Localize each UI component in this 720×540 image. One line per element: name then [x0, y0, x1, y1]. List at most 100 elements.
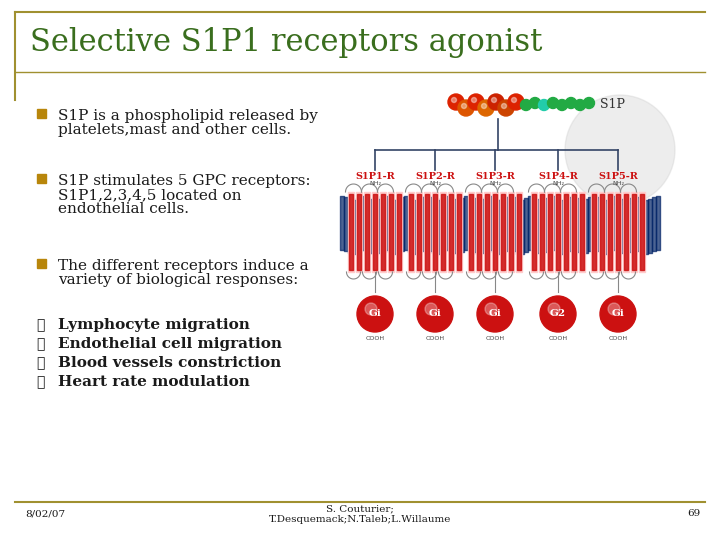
Bar: [380, 192, 386, 272]
Bar: [639, 192, 645, 272]
Text: COOH: COOH: [366, 336, 384, 341]
Bar: [508, 194, 513, 270]
Bar: [591, 192, 597, 272]
Bar: [563, 192, 569, 272]
Text: The different receptors induce a: The different receptors induce a: [58, 259, 309, 273]
Text: NH₂: NH₂: [429, 181, 441, 186]
Text: S1P2-R: S1P2-R: [415, 172, 455, 181]
Bar: [356, 192, 362, 272]
Bar: [616, 194, 619, 270]
Bar: [484, 192, 490, 272]
Text: 8/02/07: 8/02/07: [25, 510, 65, 518]
Bar: [539, 194, 544, 270]
Bar: [433, 194, 436, 270]
Text: Heart rate modulation: Heart rate modulation: [58, 375, 250, 389]
Circle shape: [565, 95, 675, 205]
Circle shape: [425, 303, 437, 315]
Text: ✓: ✓: [36, 318, 45, 332]
Circle shape: [488, 94, 504, 110]
Circle shape: [472, 98, 477, 103]
Bar: [556, 194, 559, 270]
Bar: [607, 192, 613, 272]
Text: NH₂: NH₂: [612, 181, 624, 186]
Text: endothelial cells.: endothelial cells.: [58, 202, 189, 216]
Text: ✓: ✓: [36, 356, 45, 370]
Bar: [600, 194, 603, 270]
Text: S. Couturier;: S. Couturier;: [326, 504, 394, 514]
Text: S1P1-R: S1P1-R: [355, 172, 395, 181]
Bar: [592, 194, 595, 270]
Text: variety of biological responses:: variety of biological responses:: [58, 273, 298, 287]
Text: NH₂: NH₂: [369, 181, 381, 186]
Circle shape: [482, 104, 487, 109]
Text: 69: 69: [687, 510, 700, 518]
Bar: [424, 192, 430, 272]
Text: Blood vessels constriction: Blood vessels constriction: [58, 356, 282, 370]
Text: platelets,mast and other cells.: platelets,mast and other cells.: [58, 123, 291, 137]
Text: Endothelial cell migration: Endothelial cell migration: [58, 337, 282, 351]
Bar: [397, 194, 400, 270]
Text: S1P4-R: S1P4-R: [538, 172, 578, 181]
Text: Gi: Gi: [611, 309, 624, 319]
Bar: [579, 192, 585, 272]
Bar: [37, 109, 46, 118]
Bar: [425, 194, 428, 270]
Bar: [389, 194, 392, 270]
Bar: [456, 192, 462, 272]
Bar: [531, 194, 536, 270]
Bar: [356, 194, 361, 270]
Bar: [492, 194, 497, 270]
Bar: [416, 192, 422, 272]
Text: S1P is a phospholipid released by: S1P is a phospholipid released by: [58, 109, 318, 123]
Circle shape: [468, 94, 484, 110]
Bar: [615, 192, 621, 272]
Bar: [348, 194, 353, 270]
Circle shape: [557, 99, 567, 111]
Bar: [500, 194, 505, 270]
Bar: [547, 194, 552, 270]
Text: ✓: ✓: [36, 375, 45, 389]
Bar: [631, 192, 637, 272]
Bar: [372, 192, 378, 272]
Bar: [440, 192, 446, 272]
Bar: [608, 194, 611, 270]
Text: S1P5-R: S1P5-R: [598, 172, 638, 181]
Text: NH₂: NH₂: [489, 181, 501, 186]
Circle shape: [547, 98, 559, 109]
Bar: [432, 192, 438, 272]
Bar: [500, 192, 506, 272]
Text: Gi: Gi: [428, 309, 441, 319]
Circle shape: [451, 98, 456, 103]
Bar: [364, 192, 370, 272]
Circle shape: [478, 100, 494, 116]
Bar: [639, 194, 644, 270]
Text: T.Desquemack;N.Taleb;L.Willaume: T.Desquemack;N.Taleb;L.Willaume: [269, 516, 451, 524]
Bar: [485, 194, 488, 270]
Bar: [408, 192, 414, 272]
Circle shape: [492, 98, 497, 103]
Bar: [477, 194, 480, 270]
Bar: [555, 192, 561, 272]
Text: Gi: Gi: [369, 309, 382, 319]
Circle shape: [357, 296, 393, 332]
Bar: [468, 192, 474, 272]
Text: COOH: COOH: [485, 336, 505, 341]
Bar: [571, 192, 577, 272]
Text: COOH: COOH: [608, 336, 628, 341]
Bar: [348, 192, 354, 272]
Bar: [469, 194, 472, 270]
Text: COOH: COOH: [426, 336, 444, 341]
Bar: [364, 194, 369, 270]
Bar: [449, 194, 452, 270]
Text: ✓: ✓: [36, 337, 45, 351]
Bar: [37, 259, 46, 268]
Bar: [624, 194, 628, 270]
Bar: [539, 192, 545, 272]
Circle shape: [502, 104, 506, 109]
Circle shape: [540, 296, 576, 332]
Circle shape: [485, 303, 497, 315]
Bar: [380, 194, 384, 270]
Text: Selective S1P1 receptors agonist: Selective S1P1 receptors agonist: [30, 26, 542, 57]
Bar: [516, 194, 521, 270]
Text: Gi: Gi: [489, 309, 501, 319]
